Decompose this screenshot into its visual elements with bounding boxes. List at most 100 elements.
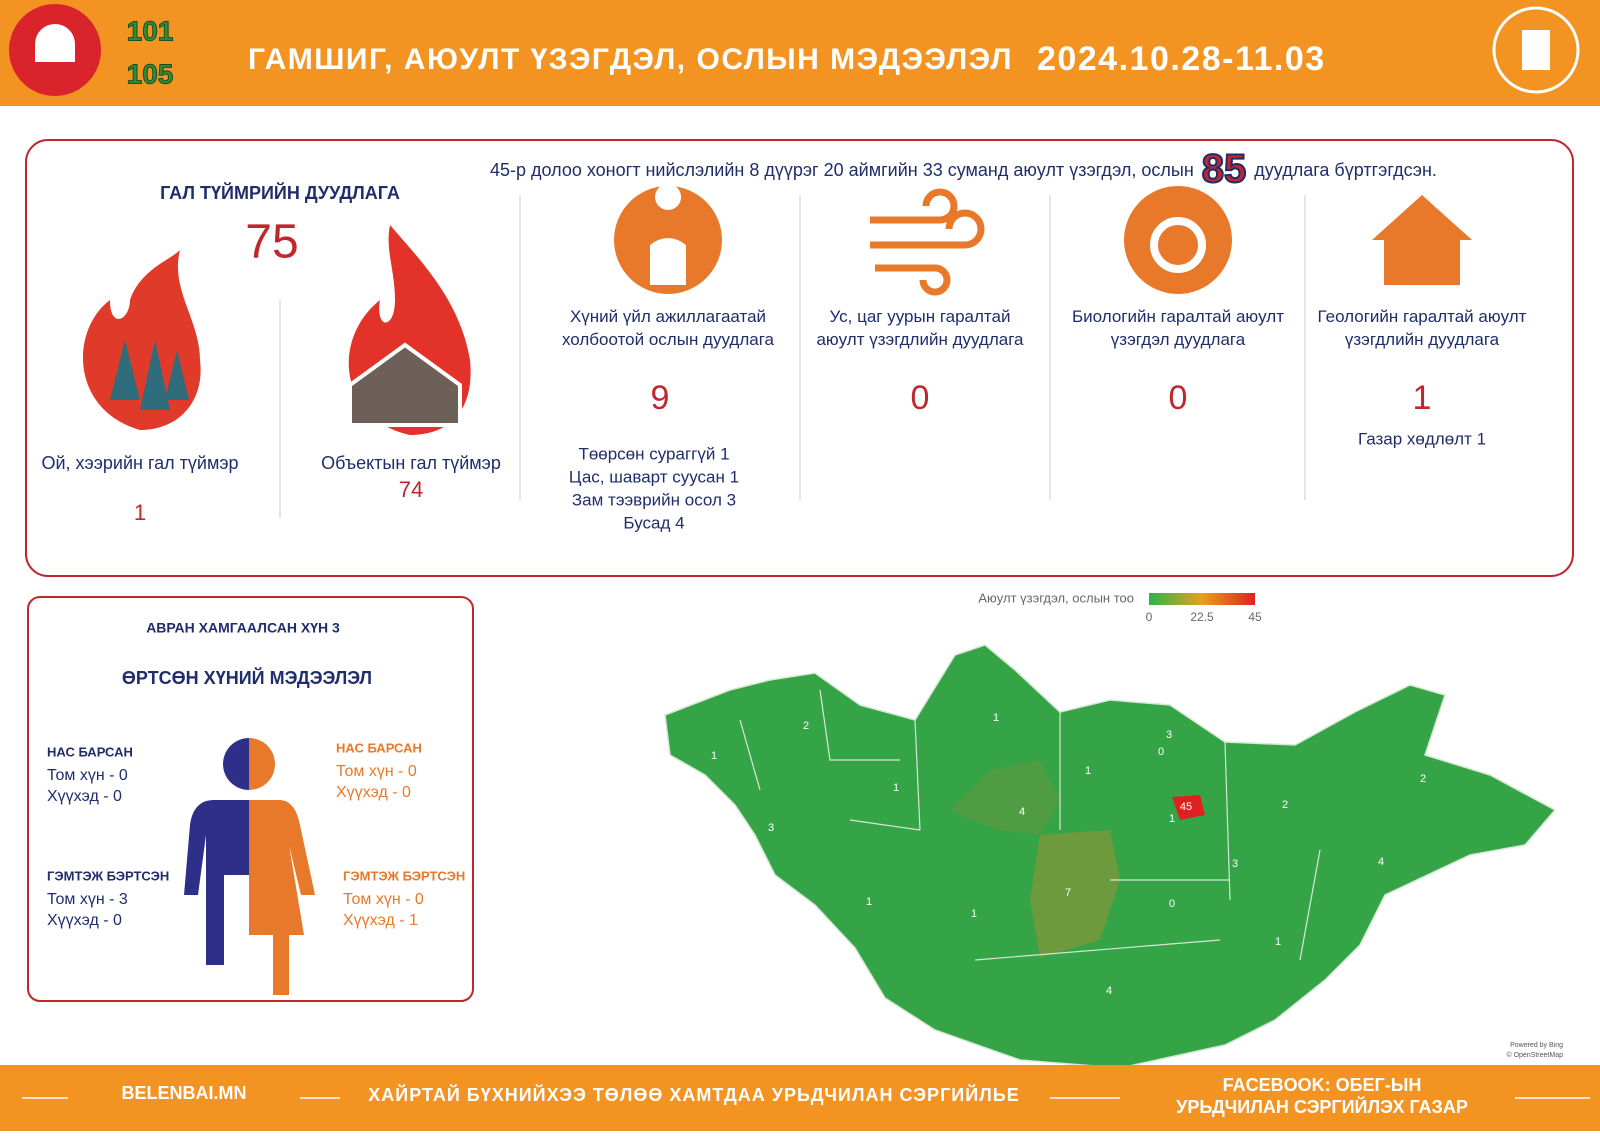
trees <box>110 340 189 410</box>
category-title-line: үзэгдлийн дуудлага <box>1345 330 1500 349</box>
summary-panel <box>25 139 1574 577</box>
victim-details: НАС БАРСАН Том хүн - 0 Хүүхэд - 0 ГЭМТЭЖ БЭ… <box>47 740 465 929</box>
region-label: 1 <box>866 896 872 908</box>
emblem <box>1492 6 1580 94</box>
header-title: ГАМШИГ, АЮУЛТ ҮЗЭГДЭЛ, ОСЛЫН МЭДЭЭЛЭЛ 202… <box>248 40 1326 78</box>
victim-heading: НАС БАРСАН <box>47 744 133 759</box>
male-figure <box>184 738 249 965</box>
summary-text: дуудлага бүртгэгдсэн. <box>1254 160 1437 180</box>
category-title: Биологийн гаралтай аюулт үзэгдэл дуудлага <box>1072 307 1284 349</box>
map-credit: © OpenStreetMap <box>1506 1051 1563 1059</box>
region-label: 4 <box>1106 985 1112 997</box>
legend-tick: 45 <box>1248 610 1262 624</box>
victim-heading: ГЭМТЭЖ БЭРТСЭН <box>47 868 169 883</box>
legend-tick: 22.5 <box>1190 610 1214 624</box>
region-label: 2 <box>803 720 809 732</box>
rescued: АВРАН ХАМГААЛСАН ХҮН 3 <box>146 620 340 636</box>
emblem-center <box>1522 30 1550 70</box>
region-label: 3 <box>1232 858 1238 870</box>
region-label: 4 <box>1019 806 1025 818</box>
category-title-line: холбоотой ослын дуудлага <box>562 330 775 349</box>
object-label: Объектын гал түймэр <box>321 453 501 473</box>
footer-bar <box>0 1065 1600 1131</box>
victim-count: Хүүхэд - 1 <box>343 912 418 929</box>
region-label: 4 <box>1378 856 1384 868</box>
region-label: 1 <box>1085 765 1091 777</box>
victim-count: Хүүхэд - 0 <box>47 912 122 929</box>
forest-value: 1 <box>134 500 146 525</box>
legend-title: Аюулт үзэгдэл, ослын тоо <box>978 590 1134 605</box>
summary-total: 85 <box>1202 147 1247 191</box>
title: ГАМШИГ, АЮУЛТ ҮЗЭГДЭЛ, ОСЛЫН МЭДЭЭЛЭЛ <box>248 43 1013 76</box>
phone: 105 <box>127 58 174 89</box>
category-value: 9 <box>651 379 670 417</box>
summary-text: 45-р долоо хоногт нийслэлийн 8 дүүрэг 20… <box>490 160 1194 180</box>
map-ulaanbaatar <box>1172 795 1205 820</box>
object-value: 74 <box>399 477 423 502</box>
victim-count: Том хүн - 3 <box>47 891 128 908</box>
biohazard-icon <box>1124 186 1232 294</box>
footer-facebook-line: УРЬДЧИЛАН СЭРГИЙЛЭХ ГАЗАР <box>1176 1096 1468 1117</box>
map-credit: Powered by Bing <box>1510 1042 1563 1049</box>
female-figure <box>249 738 315 995</box>
region-label: 1 <box>711 750 717 762</box>
region-label: 1 <box>993 712 999 724</box>
category-title-line: үзэгдэл дуудлага <box>1111 330 1246 349</box>
footer-facebook: FACEBOOK: ОБЕГ-ЫН УРЬДЧИЛАН СЭРГИЙЛЭХ ГАЗ… <box>1176 1075 1468 1117</box>
house <box>348 342 462 427</box>
region-label: 45 <box>1180 801 1192 813</box>
region-label: 3 <box>1166 729 1172 741</box>
map-region <box>950 760 1060 835</box>
category-title: Ус, цаг уурын гаралтай аюулт үзэгдлийн ду… <box>816 307 1024 349</box>
category-title-line: Биологийн гаралтай аюулт <box>1072 307 1284 326</box>
forest-label: Ой, хээрийн гал түймэр <box>41 453 238 473</box>
legend-tick: 0 <box>1146 610 1153 624</box>
victim-count: Хүүхэд - 0 <box>336 784 411 801</box>
region-label: 1 <box>893 782 899 794</box>
region-label: 2 <box>1282 799 1288 811</box>
house-icon <box>1372 195 1472 285</box>
victim-count: Том хүн - 0 <box>336 763 417 780</box>
category-title-line: Геологийн гаралтай аюулт <box>1318 307 1527 326</box>
victim-count: Хүүхэд - 0 <box>47 788 122 805</box>
category-detail: Газар хөдлөлт 1 <box>1358 429 1486 448</box>
wind-icon <box>870 188 985 296</box>
period: 2024.10.28-11.03 <box>1037 40 1326 78</box>
category-value: 0 <box>1169 379 1188 417</box>
category-title-line: Хүний үйл ажиллагаатай <box>570 307 766 326</box>
footer-facebook-line: FACEBOOK: ОБЕГ-ЫН <box>1223 1075 1422 1095</box>
map-borders <box>739 689 1321 961</box>
category-detail: Бусад 4 <box>623 513 684 532</box>
footer-site: BELENBAI.MN <box>122 1083 247 1103</box>
fire-total: 75 <box>245 216 298 269</box>
victim-heading: ГЭМТЭЖ БЭРТСЭН <box>343 868 465 883</box>
region-label: 0 <box>1158 746 1164 758</box>
category-title: Хүний үйл ажиллагаатай холбоотой ослын ду… <box>562 307 775 349</box>
region-label: 1 <box>1275 936 1281 948</box>
victim-count: Том хүн - 0 <box>343 891 424 908</box>
category-detail: Цас, шаварт суусан 1 <box>569 467 739 486</box>
categories: Хүний үйл ажиллагаатай холбоотой ослын ду… <box>519 184 1527 532</box>
person-glyph <box>650 184 686 285</box>
region-label: 7 <box>1065 887 1071 899</box>
category-detail: Зам тээврийн осол 3 <box>572 490 736 509</box>
victims-title: ӨРТСӨН ХҮНИЙ МЭДЭЭЛЭЛ <box>122 667 372 688</box>
header-bar <box>0 0 1600 106</box>
category-title-line: Ус, цаг уурын гаралтай <box>830 307 1011 326</box>
victim-heading: НАС БАРСАН <box>336 740 422 755</box>
region-label: 3 <box>768 822 774 834</box>
region-label: 2 <box>1420 773 1426 785</box>
alarm-light <box>35 24 75 62</box>
biohazard-glyph <box>1150 217 1206 273</box>
fire-title: ГАЛ ТҮЙМРИЙН ДУУДЛАГА <box>160 182 400 203</box>
region-label: 1 <box>971 908 977 920</box>
summary: 45-р долоо хоногт нийслэлийн 8 дүүрэг 20… <box>490 147 1437 191</box>
victim-count: Том хүн - 0 <box>47 767 128 784</box>
phone: 101 <box>127 15 174 46</box>
category-title-line: аюулт үзэгдлийн дуудлага <box>816 330 1024 349</box>
category-value: 0 <box>911 379 930 417</box>
category-title: Геологийн гаралтай аюулт үзэгдлийн дуудла… <box>1318 307 1527 349</box>
